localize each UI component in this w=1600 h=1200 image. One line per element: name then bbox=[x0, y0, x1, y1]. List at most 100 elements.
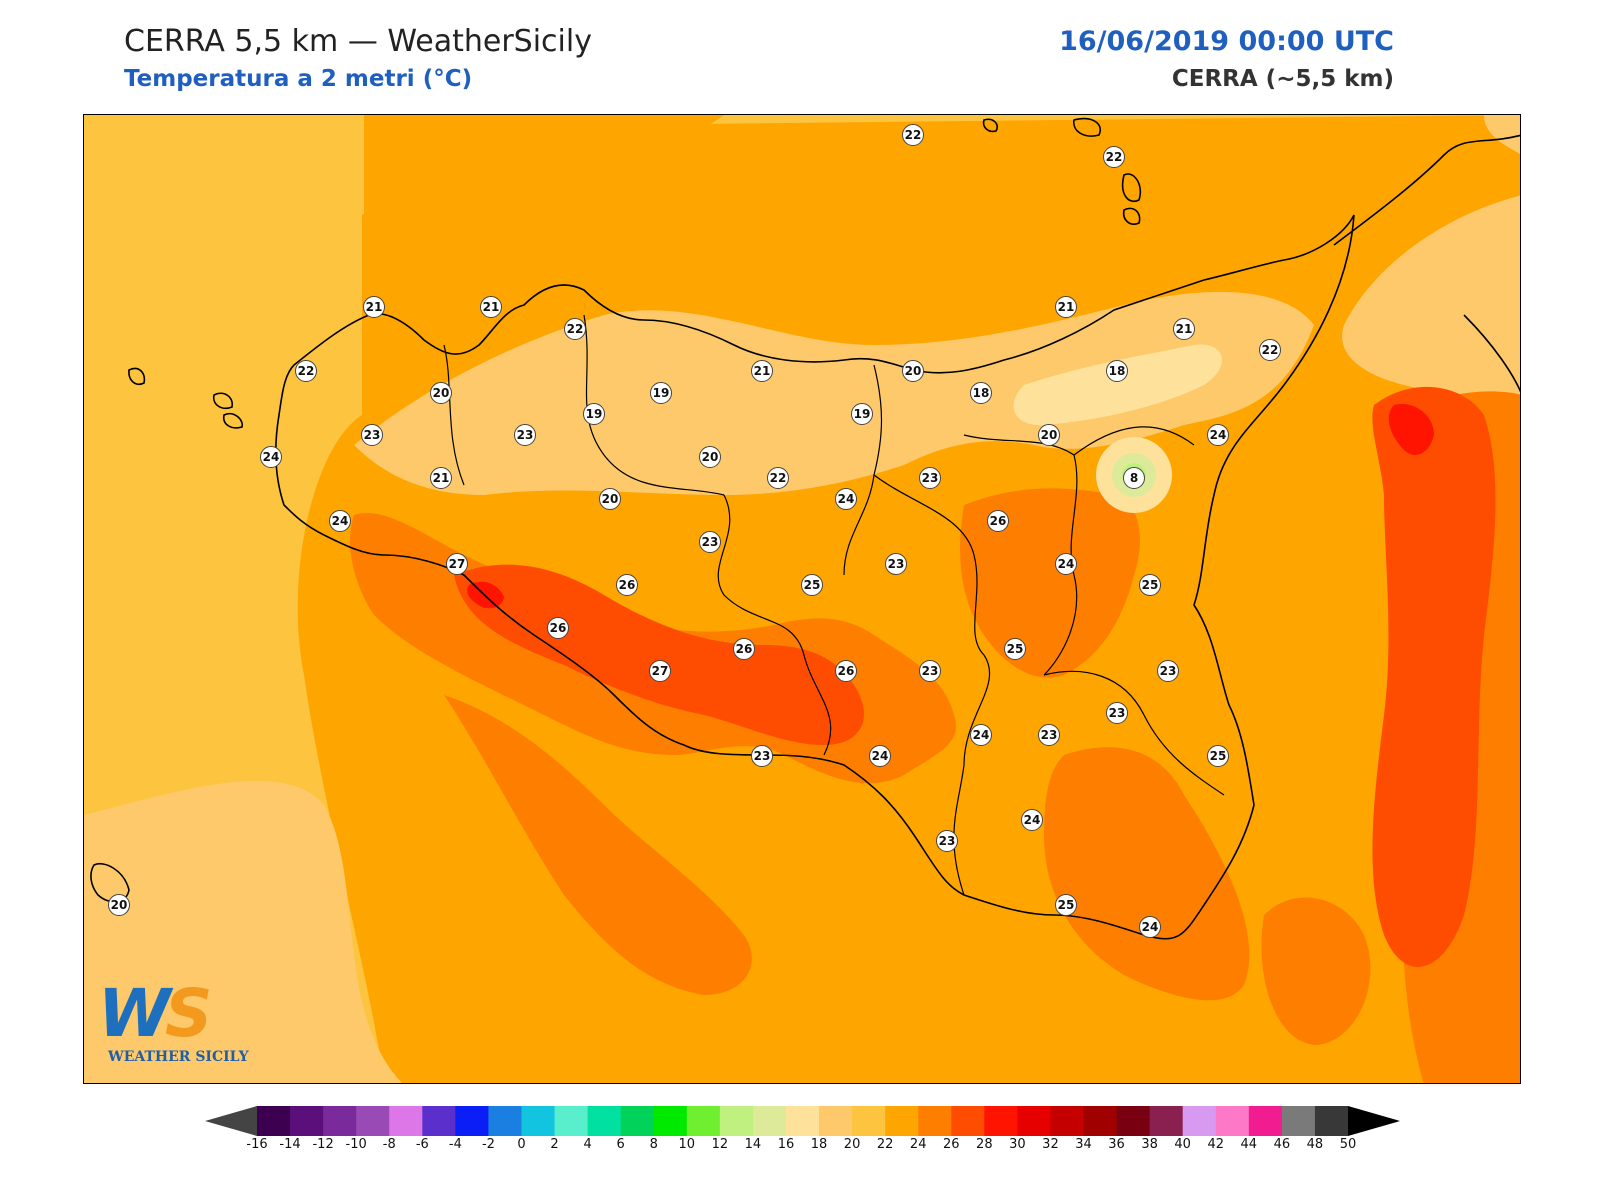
colorbar-swatch bbox=[1314, 1106, 1349, 1136]
station-label: 19 bbox=[650, 382, 672, 404]
station-label: 24 bbox=[970, 724, 992, 746]
colorbar-under-arrow bbox=[205, 1106, 257, 1136]
colorbar-tick-label: 38 bbox=[1141, 1137, 1158, 1152]
colorbar-tick-label: 10 bbox=[678, 1137, 696, 1152]
weathersicily-logo: WS WEATHER SICILY bbox=[98, 975, 258, 1071]
colorbar-tick-label: 42 bbox=[1207, 1137, 1225, 1152]
logo-letter-s: S bbox=[164, 975, 212, 1052]
station-label: 23 bbox=[919, 467, 941, 489]
colorbar-tick-label: -16 bbox=[246, 1137, 268, 1152]
station-label: 8 bbox=[1123, 467, 1145, 489]
station-label: 24 bbox=[260, 446, 282, 468]
colorbar-tick-label: 28 bbox=[976, 1137, 993, 1152]
colorbar-swatch bbox=[356, 1106, 390, 1136]
forecast-datetime: 16/06/2019 00:00 UTC bbox=[1059, 26, 1394, 57]
colorbar-tick-label: 18 bbox=[810, 1137, 828, 1152]
station-label: 21 bbox=[363, 296, 385, 318]
station-label: 27 bbox=[446, 553, 468, 575]
colorbar-swatch bbox=[1182, 1106, 1217, 1136]
station-label: 22 bbox=[1259, 339, 1281, 361]
colorbar-swatch bbox=[686, 1106, 721, 1136]
colorbar-swatch bbox=[984, 1106, 1018, 1136]
model-label: CERRA (~5,5 km) bbox=[1171, 66, 1394, 92]
station-label: 27 bbox=[649, 660, 671, 682]
colorbar-tick-label: -12 bbox=[312, 1137, 334, 1152]
colorbar-swatch bbox=[1083, 1106, 1118, 1136]
station-label: 19 bbox=[851, 403, 873, 425]
colorbar-tick-label: 26 bbox=[942, 1137, 960, 1152]
colorbar-swatch bbox=[1248, 1106, 1283, 1136]
colorbar-tick-label: 50 bbox=[1339, 1137, 1357, 1152]
colorbar-swatch bbox=[1116, 1106, 1151, 1136]
colorbar-swatch bbox=[819, 1106, 853, 1136]
colorbar-swatch bbox=[455, 1106, 490, 1136]
colorbar-tick-label: 8 bbox=[649, 1137, 658, 1152]
colorbar-tick-label: 36 bbox=[1108, 1137, 1125, 1152]
station-label: 24 bbox=[869, 745, 891, 767]
map-subtitle: Temperatura a 2 metri (°C) bbox=[124, 66, 473, 92]
colorbar-swatch bbox=[1050, 1106, 1085, 1136]
station-label: 23 bbox=[1038, 724, 1060, 746]
colorbar-tick-label: 12 bbox=[711, 1137, 729, 1152]
station-label: 23 bbox=[361, 424, 383, 446]
colorbar-swatch bbox=[521, 1106, 556, 1136]
station-label: 20 bbox=[699, 446, 721, 468]
station-label: 22 bbox=[767, 467, 789, 489]
station-label: 20 bbox=[430, 382, 452, 404]
color-bar bbox=[205, 1106, 1400, 1136]
color-bar-ticks: -16 -14 -12 -10 -8 -6 -4 -2 0 2 4 6 8 10 12 14 16 18 20 22 2… bbox=[205, 1137, 1400, 1157]
colorbar-swatch bbox=[885, 1106, 919, 1136]
colorbar-tick-label: 20 bbox=[843, 1137, 861, 1152]
colorbar-swatch bbox=[852, 1106, 886, 1136]
colorbar-tick-label: -8 bbox=[382, 1137, 396, 1152]
map-title: CERRA 5,5 km — WeatherSicily bbox=[124, 24, 592, 59]
station-label: 25 bbox=[1004, 638, 1026, 660]
logo-brand-text: WEATHER SICILY bbox=[108, 1049, 249, 1065]
station-label: 21 bbox=[751, 360, 773, 382]
station-label: 23 bbox=[1106, 702, 1128, 724]
temperature-map: 22 22 21 21 22 22 20 19 19 21 20 18 18 2… bbox=[83, 114, 1521, 1084]
colorbar-swatch bbox=[951, 1106, 985, 1136]
temperature-field bbox=[84, 115, 1520, 1083]
colorbar-swatch bbox=[422, 1106, 456, 1136]
station-label: 23 bbox=[1157, 660, 1179, 682]
logo-letter-w: W bbox=[98, 975, 171, 1052]
colorbar-swatch bbox=[1017, 1106, 1052, 1136]
station-label: 20 bbox=[599, 488, 621, 510]
colorbar-swatch bbox=[785, 1106, 820, 1136]
colorbar-tick-label: -14 bbox=[279, 1137, 301, 1152]
colorbar-tick-label: 2 bbox=[550, 1137, 559, 1152]
colorbar-tick-label: 0 bbox=[517, 1137, 526, 1152]
colorbar-swatch bbox=[389, 1106, 423, 1136]
station-label: 18 bbox=[1106, 360, 1128, 382]
colorbar-tick-label: 4 bbox=[583, 1137, 592, 1152]
station-label: 21 bbox=[430, 467, 452, 489]
station-label: 25 bbox=[1207, 745, 1229, 767]
station-label: 23 bbox=[885, 553, 907, 575]
colorbar-swatch bbox=[719, 1106, 754, 1136]
station-label: 21 bbox=[480, 296, 502, 318]
colorbar-tick-label: 30 bbox=[1009, 1137, 1026, 1152]
colorbar-swatch bbox=[587, 1106, 622, 1136]
station-label: 18 bbox=[970, 382, 992, 404]
station-label: 23 bbox=[751, 745, 773, 767]
station-label: 21 bbox=[1055, 296, 1077, 318]
colorbar-tick-label: 40 bbox=[1174, 1137, 1191, 1152]
station-label: 24 bbox=[329, 510, 351, 532]
colorbar-swatch bbox=[620, 1106, 655, 1136]
colorbar-tick-label: 16 bbox=[777, 1137, 795, 1152]
colorbar-swatch bbox=[752, 1106, 787, 1136]
colorbar-tick-label: 24 bbox=[909, 1137, 927, 1152]
colorbar-swatch bbox=[1215, 1106, 1250, 1136]
station-label: 19 bbox=[583, 403, 605, 425]
station-label: 20 bbox=[902, 360, 924, 382]
station-label: 24 bbox=[1055, 553, 1077, 575]
station-label: 20 bbox=[1038, 424, 1060, 446]
station-label: 24 bbox=[835, 488, 857, 510]
station-label: 23 bbox=[699, 531, 721, 553]
colorbar-swatch bbox=[1149, 1106, 1184, 1136]
colorbar-tick-label: -10 bbox=[345, 1137, 367, 1152]
station-label: 24 bbox=[1139, 916, 1161, 938]
colorbar-tick-label: 34 bbox=[1075, 1137, 1092, 1152]
colorbar-swatch bbox=[488, 1106, 523, 1136]
